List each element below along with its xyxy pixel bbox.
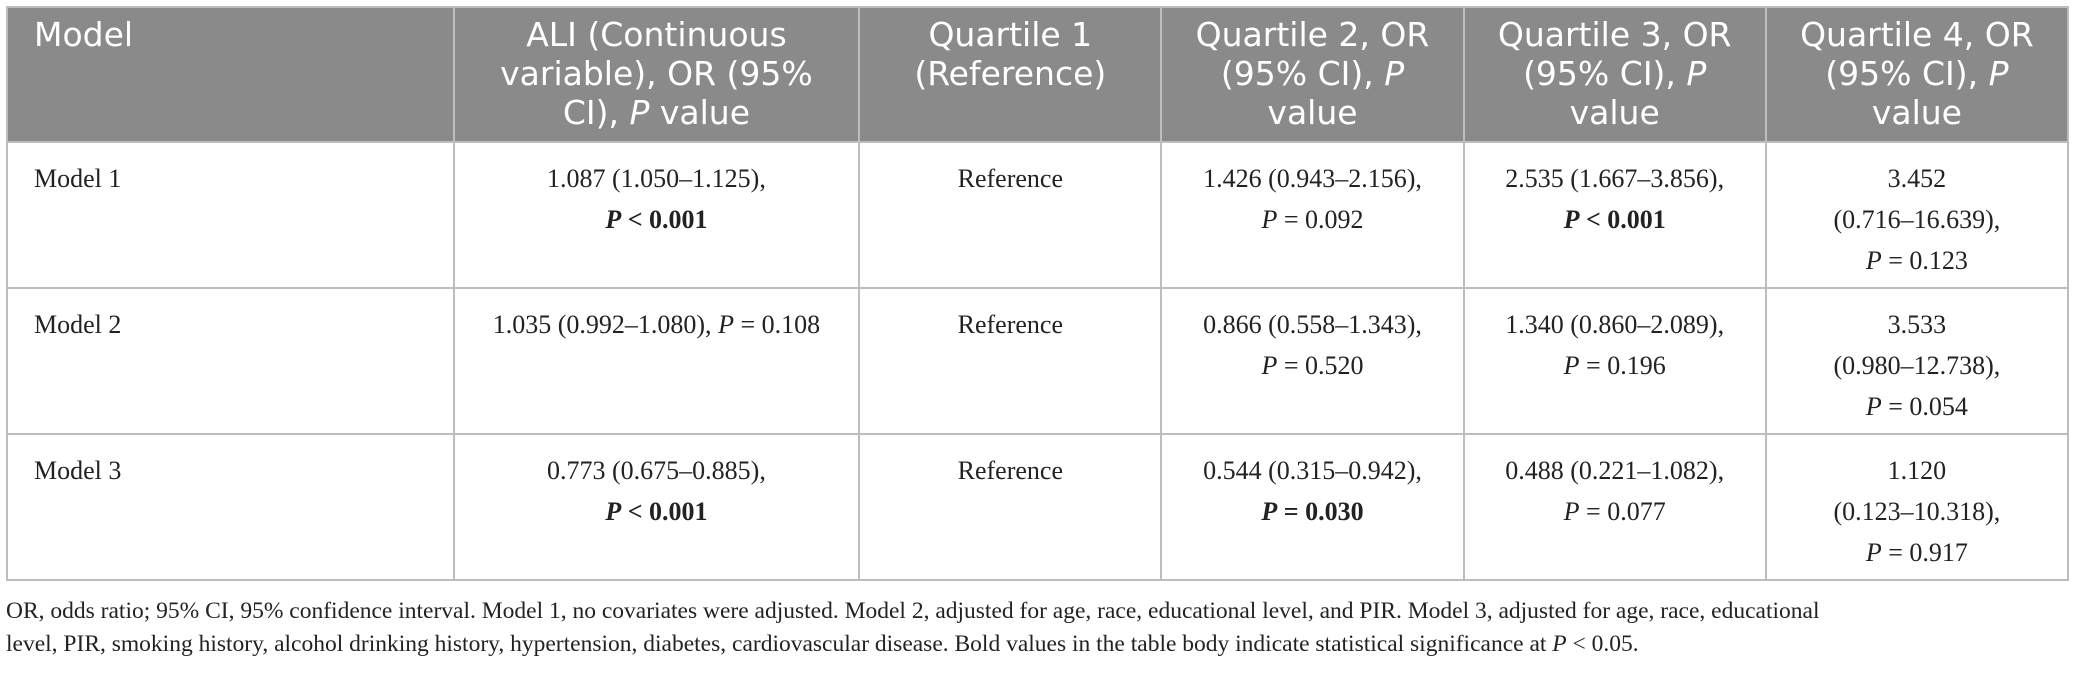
quartile-1-cell: Reference — [858, 141, 1163, 289]
table-row: Model 2 1.035 (0.992–1.080), P = 0.108 R… — [6, 287, 2070, 435]
quartile-1-cell: Reference — [858, 287, 1163, 435]
table-row: Model 1 1.087 (1.050–1.125), P < 0.001 R… — [6, 141, 2070, 289]
quartile-3-cell: 1.340 (0.860–2.089), P = 0.196 — [1462, 287, 1767, 435]
table-row: Model 3 0.773 (0.675–0.885), P < 0.001 R… — [6, 433, 2070, 581]
table-wrapper: Model ALI (Continuous variable), OR (95%… — [6, 6, 2070, 661]
model-label: Model 2 — [6, 287, 455, 435]
ali-cell: 1.087 (1.050–1.125), P < 0.001 — [452, 141, 861, 289]
quartile-3-cell: 0.488 (0.221–1.082), P = 0.077 — [1462, 433, 1767, 581]
quartile-2-cell: 1.426 (0.943–2.156), P = 0.092 — [1160, 141, 1465, 289]
quartile-1-cell: Reference — [858, 433, 1163, 581]
ali-cell: 1.035 (0.992–1.080), P = 0.108 — [452, 287, 861, 435]
quartile-2-cell: 0.866 (0.558–1.343), P = 0.520 — [1160, 287, 1465, 435]
table-footnote: OR, odds ratio; 95% CI, 95% confidence i… — [6, 598, 1820, 657]
results-table: Model ALI (Continuous variable), OR (95%… — [6, 6, 2070, 581]
quartile-2-cell: 0.544 (0.315–0.942), P = 0.030 — [1160, 433, 1465, 581]
quartile-3-cell: 2.535 (1.667–3.856), P < 0.001 — [1462, 141, 1767, 289]
header-ali: ALI (Continuous variable), OR (95% CI), … — [452, 6, 861, 143]
header-quartile-3: Quartile 3, OR (95% CI), P value — [1462, 6, 1767, 143]
quartile-4-cell: 1.120 (0.123–10.318), P = 0.917 — [1764, 433, 2070, 581]
header-quartile-4: Quartile 4, OR (95% CI), P value — [1764, 6, 2070, 143]
header-quartile-2: Quartile 2, OR (95% CI), P value — [1160, 6, 1465, 143]
header-quartile-1: Quartile 1 (Reference) — [858, 6, 1163, 143]
quartile-4-cell: 3.533 (0.980–12.738), P = 0.054 — [1764, 287, 2070, 435]
header-row: Model ALI (Continuous variable), OR (95%… — [6, 6, 2070, 143]
quartile-4-cell: 3.452 (0.716–16.639), P = 0.123 — [1764, 141, 2070, 289]
header-model: Model — [6, 6, 455, 143]
ali-cell: 0.773 (0.675–0.885), P < 0.001 — [452, 433, 861, 581]
model-label: Model 3 — [6, 433, 455, 581]
model-label: Model 1 — [6, 141, 455, 289]
